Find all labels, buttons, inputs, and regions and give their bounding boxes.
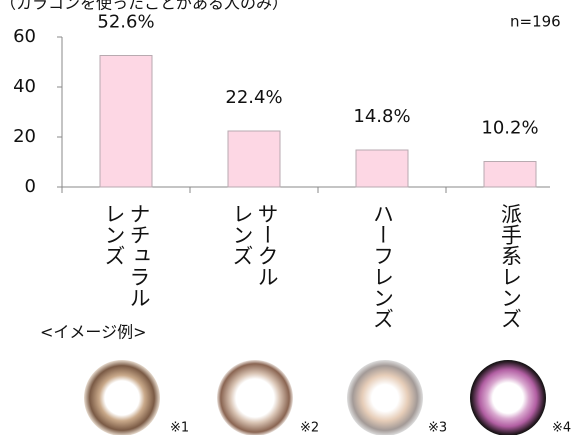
bar [99,55,153,188]
image-caption: <イメージ例> [40,323,147,342]
value-label: 14.8% [353,106,410,127]
lens-image [347,360,423,435]
lens-image [217,360,293,435]
value-label: 22.4% [225,87,282,108]
lens-image [84,360,160,435]
image-note: ※3 [428,421,447,435]
value-label: 52.6% [97,12,154,33]
bar [355,149,409,188]
image-note: ※1 [170,421,189,435]
y-tick-label: 40 [13,76,36,97]
y-tick-label: 60 [13,26,36,47]
image-note: ※4 [552,421,571,435]
annotation: n=196 [510,13,561,31]
x-tick-label: ハーフレンズ [370,203,395,329]
x-tick-label: ナチュラル レンズ [102,203,151,308]
y-tick-label: 20 [13,126,36,147]
x-tick-label: 派手系レンズ [498,203,523,329]
value-label: 10.2% [481,118,538,139]
y-tick-label: 0 [25,176,36,197]
lens-image [470,360,546,435]
image-note: ※2 [300,421,319,435]
bar [227,130,281,188]
subtitle: （カラコンを使ったことがある人のみ） [0,0,288,13]
x-tick-label: サークル レンズ [230,203,279,287]
bar [483,161,537,188]
